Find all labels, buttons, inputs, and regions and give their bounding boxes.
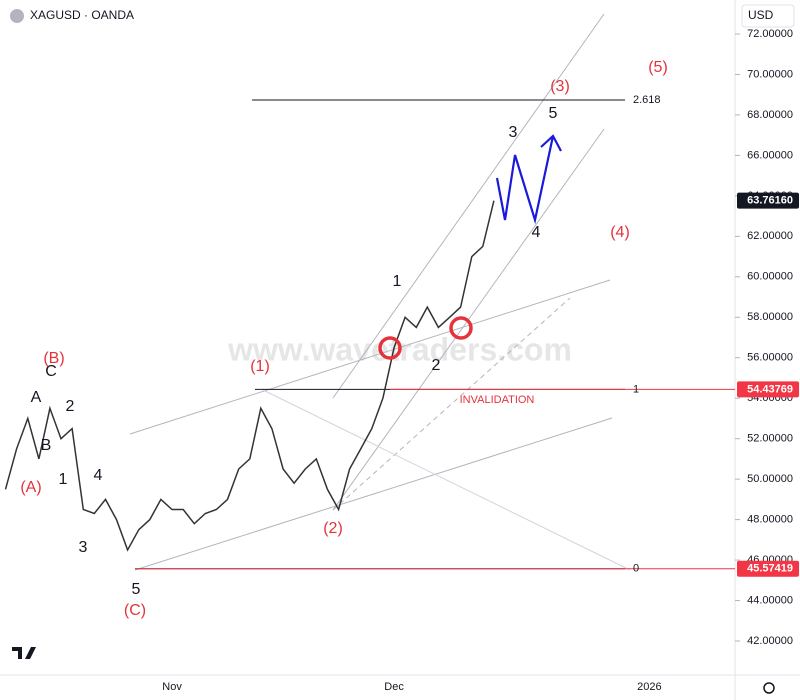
wave-label: 2 <box>66 398 75 415</box>
highlight-circle <box>449 316 473 340</box>
y-tick-label: 48.00000 <box>747 514 793 526</box>
y-tick-label: 68.00000 <box>747 109 793 121</box>
wave-label: 1 <box>59 471 68 488</box>
invalidation-label: INVALIDATION <box>460 394 535 406</box>
wave-label: 2 <box>432 357 441 374</box>
channel-line <box>332 297 571 511</box>
price-tag <box>737 560 799 577</box>
y-tick-label: 70.00000 <box>747 68 793 80</box>
channel-line <box>262 389 631 571</box>
wave-label: 5 <box>132 581 141 598</box>
price-tag-label: 63.76160 <box>747 195 793 207</box>
wave-label: (1) <box>250 358 270 375</box>
channels <box>129 13 631 571</box>
y-tick-label: 52.00000 <box>747 433 793 445</box>
y-tick-label: 72.00000 <box>747 28 793 40</box>
wave-label: 3 <box>509 124 518 141</box>
wave-label: 1 <box>393 273 402 290</box>
fib-label: 2.618 <box>633 94 661 106</box>
wave-label: C <box>45 363 57 380</box>
y-tick-label: 66.00000 <box>747 149 793 161</box>
x-tick-label: Nov <box>162 681 182 693</box>
y-tick-label: 44.00000 <box>747 594 793 606</box>
currency: USD <box>748 8 774 22</box>
wave-label: 5 <box>549 105 558 122</box>
y-tick-label: 50.00000 <box>747 473 793 485</box>
x-tick-label: Dec <box>384 681 404 693</box>
plot <box>4 99 735 570</box>
symbol-title: XAGUSD · OANDA <box>30 8 134 22</box>
price-line <box>4 200 495 552</box>
wave-label: 4 <box>532 224 541 241</box>
highlight-circle <box>378 336 402 360</box>
y-tick-label: 62.00000 <box>747 230 793 242</box>
currency-box[interactable] <box>741 4 795 28</box>
wave-label: 3 <box>79 539 88 556</box>
projection-path <box>495 134 562 225</box>
price-tag-label: 45.57419 <box>747 563 793 575</box>
wave-label: (B) <box>43 350 64 367</box>
wave-label: (2) <box>323 520 343 537</box>
fib-label: 1 <box>633 383 639 395</box>
wave-label: B <box>41 437 52 454</box>
wave-label: (3) <box>550 78 570 95</box>
wave-label: (5) <box>648 59 668 76</box>
price-tag-label: 54.43769 <box>747 383 793 395</box>
channel-line <box>134 417 613 571</box>
wave-label: A <box>31 389 42 406</box>
settings-icon[interactable] <box>763 682 775 694</box>
wave-label: 4 <box>94 467 103 484</box>
y-tick-label: 58.00000 <box>747 311 793 323</box>
price-tag <box>737 192 799 209</box>
logo <box>12 647 36 659</box>
symbol-icon <box>10 9 24 23</box>
y-tick-label: 56.00000 <box>747 352 793 364</box>
price-tag <box>737 381 799 398</box>
wave-label: (4) <box>610 224 630 241</box>
channel-line <box>129 279 611 435</box>
y-tick-label: 60.00000 <box>747 271 793 283</box>
x-tick-label: 2026 <box>637 681 661 693</box>
channel-line <box>332 13 605 399</box>
wave-label: (A) <box>20 479 41 496</box>
fib-label: 0 <box>633 563 639 575</box>
wave-label: (C) <box>124 602 146 619</box>
y-tick-label: 42.00000 <box>747 635 793 647</box>
